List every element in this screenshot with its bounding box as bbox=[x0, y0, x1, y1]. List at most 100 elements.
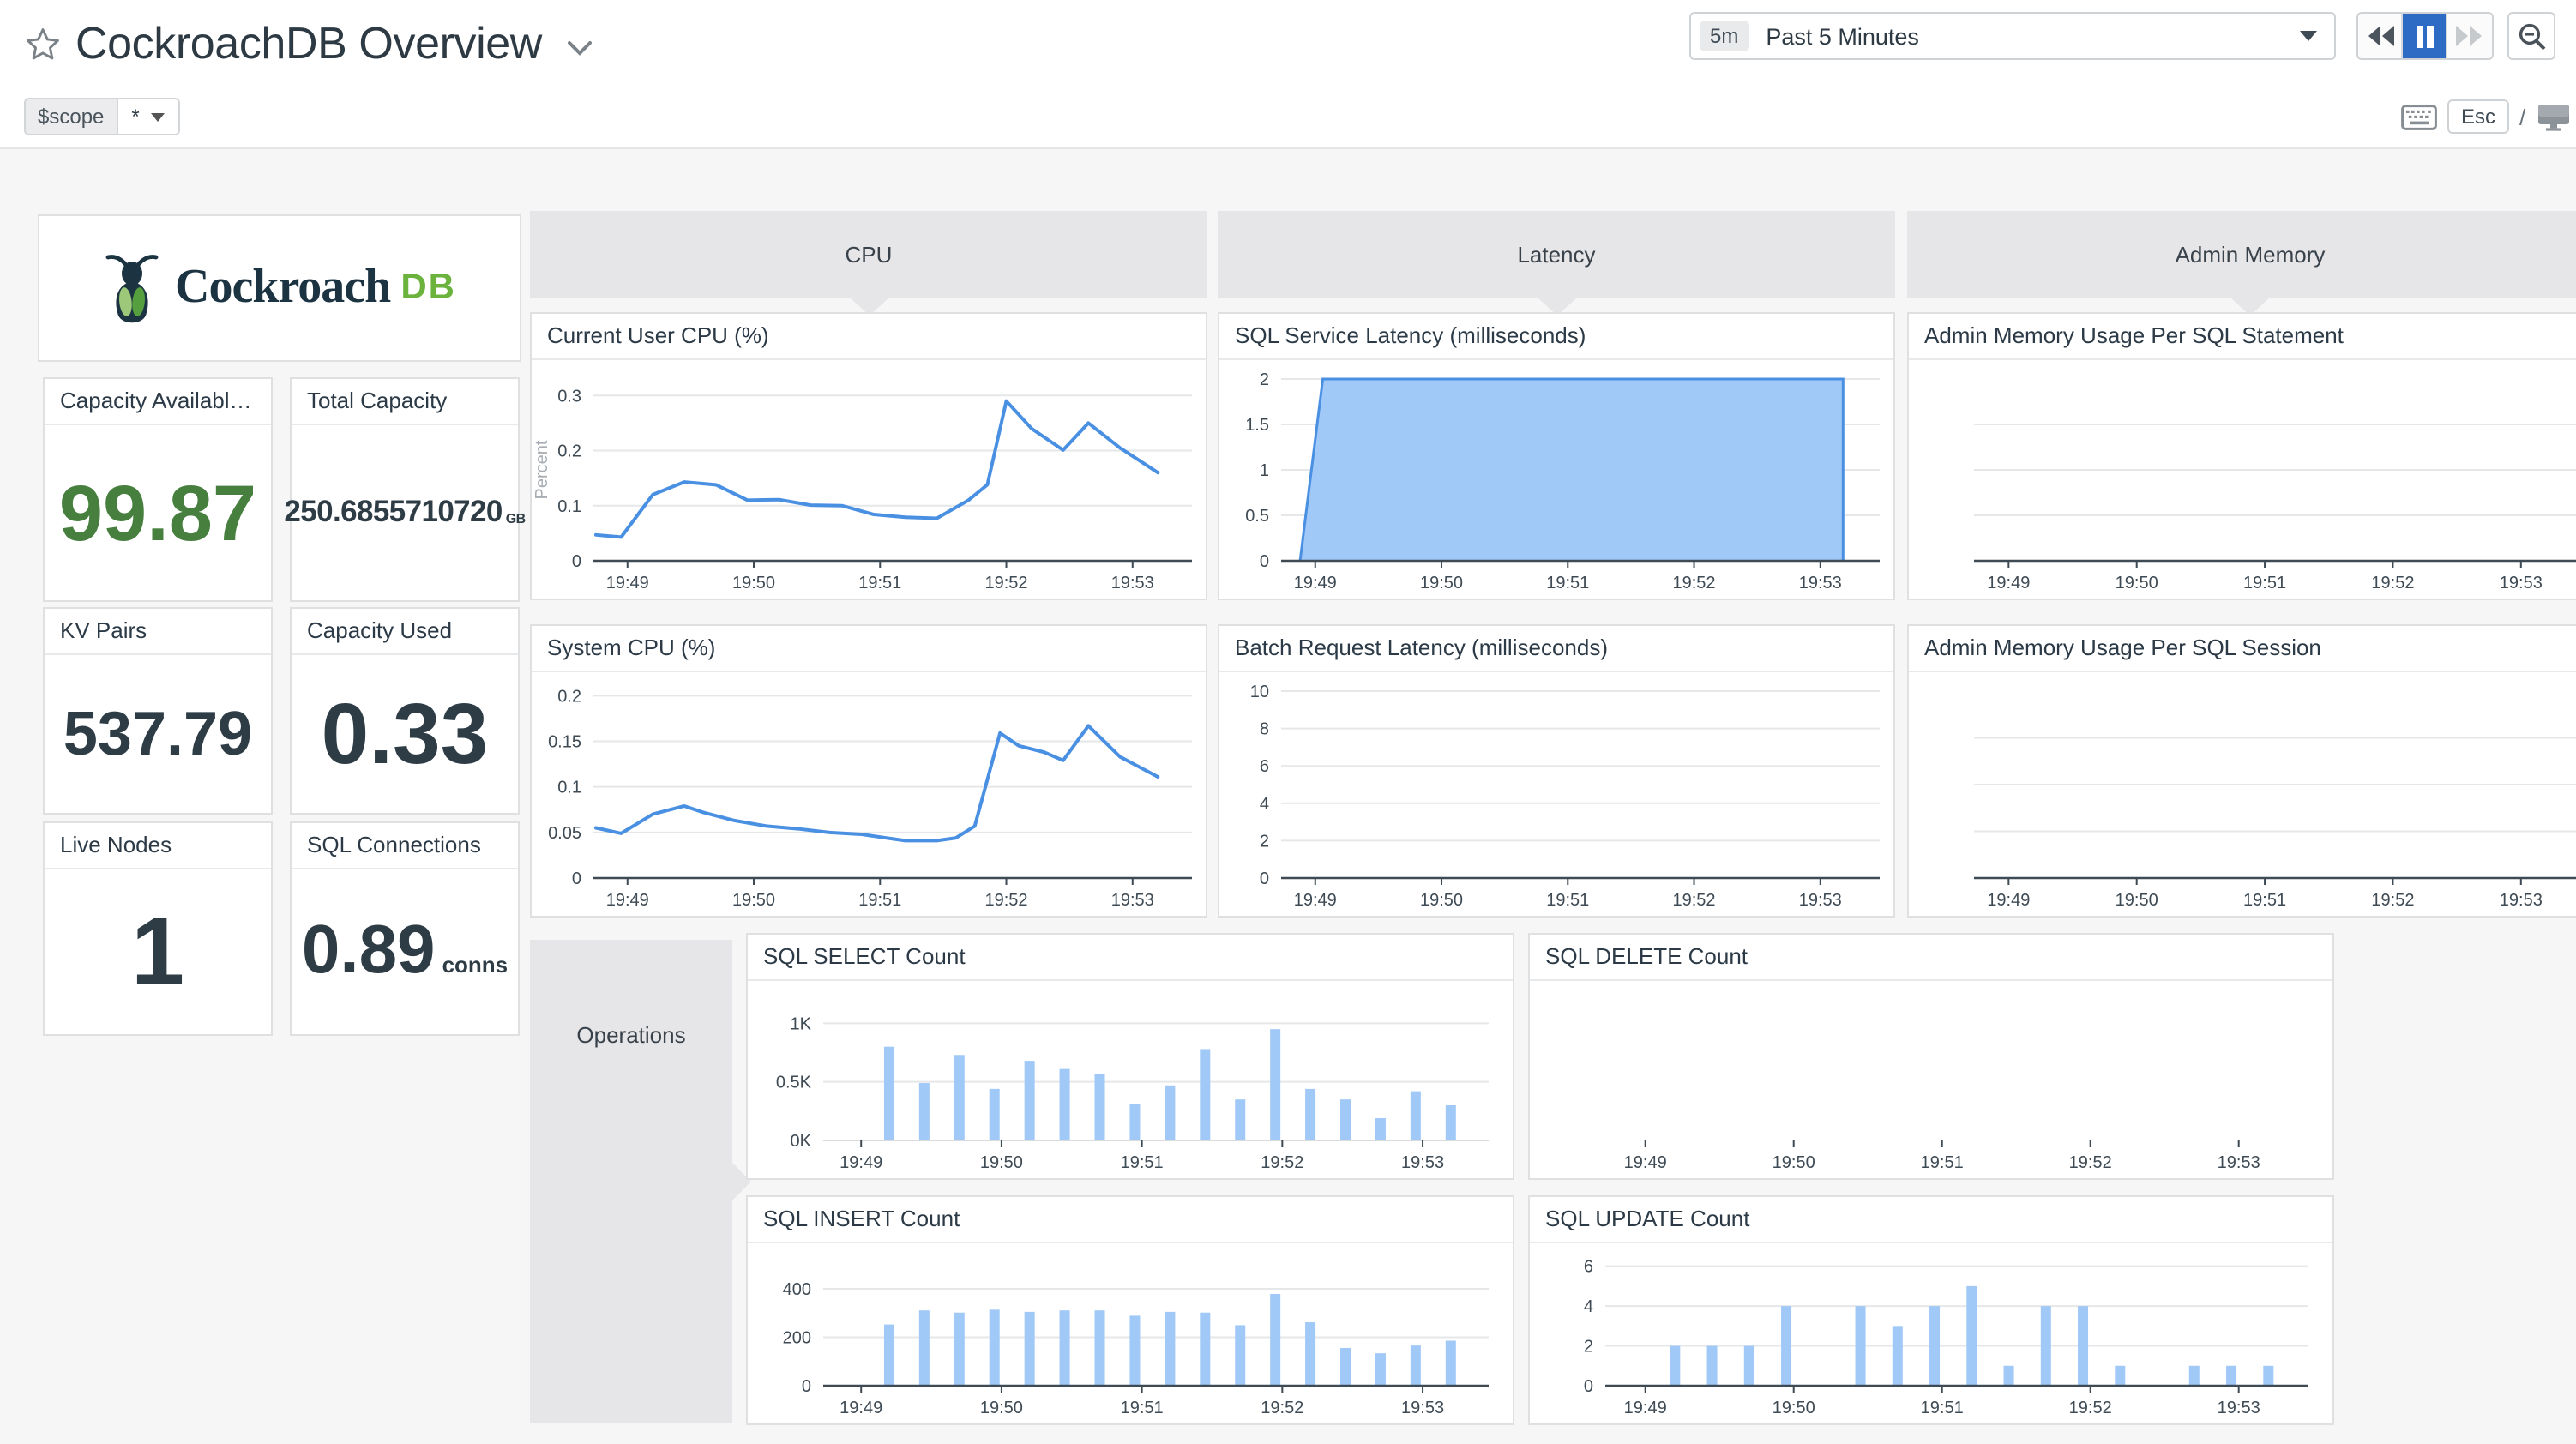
chart-card-current-user-cpu[interactable]: Current User CPU (%) 0 0.1 0.2 0.3 Percent 19… bbox=[530, 312, 1207, 600]
playback-pause-button[interactable] bbox=[2403, 14, 2447, 58]
chart-card-admin-memory-statement[interactable]: Admin Memory Usage Per SQL Statement 19:… bbox=[1907, 312, 2576, 600]
group-label: CPU bbox=[845, 242, 893, 268]
metric-card-kv-pairs[interactable]: KV Pairs 537.79 bbox=[43, 607, 273, 815]
chart-title: Admin Memory Usage Per SQL Session bbox=[1909, 626, 2576, 672]
zoom-out-button[interactable] bbox=[2507, 12, 2555, 60]
svg-text:19:52: 19:52 bbox=[2371, 574, 2414, 593]
time-range-picker[interactable]: 5m Past 5 Minutes bbox=[1689, 12, 2336, 60]
svg-text:19:52: 19:52 bbox=[1673, 574, 1716, 593]
chart-plot-sql-delete-count[interactable]: 19:49 19:50 19:51 19:52 19:53 bbox=[1530, 979, 2332, 1178]
svg-text:19:53: 19:53 bbox=[2500, 574, 2543, 593]
svg-text:10: 10 bbox=[1250, 683, 1269, 701]
favorite-star-icon[interactable] bbox=[24, 25, 62, 63]
chart-title: SQL DELETE Count bbox=[1530, 935, 2332, 981]
metric-title: Live Nodes bbox=[45, 823, 271, 869]
chart-card-system-cpu[interactable]: System CPU (%) 0 0.05 0.1 0.15 0.2 19:49 19:50… bbox=[530, 624, 1207, 918]
group-header-operations[interactable]: Operations bbox=[530, 940, 751, 1423]
scope-label: $scope bbox=[24, 98, 118, 135]
svg-text:0.15: 0.15 bbox=[548, 732, 581, 751]
chart-plot-admin-memory-statement[interactable]: 19:49 19:50 19:51 19:52 19:53 bbox=[1909, 358, 2576, 599]
svg-text:19:50: 19:50 bbox=[980, 1399, 1023, 1417]
metric-value: 0.33 bbox=[321, 685, 489, 781]
svg-text:0.5K: 0.5K bbox=[776, 1074, 812, 1092]
metric-title: Capacity Available... bbox=[45, 379, 271, 425]
chart-plot-sql-insert-count[interactable]: 0 200 400 19:49 19:50 19:51 19:52 19:53 bbox=[748, 1242, 1513, 1423]
svg-text:19:50: 19:50 bbox=[1420, 574, 1463, 593]
chart-card-sql-service-latency[interactable]: SQL Service Latency (milliseconds) 0 0.5 1… bbox=[1218, 312, 1895, 600]
chart-card-batch-request-latency[interactable]: Batch Request Latency (milliseconds) 0 2 4… bbox=[1218, 624, 1895, 918]
group-header-admin-memory[interactable]: Admin Memory bbox=[1907, 211, 2576, 316]
slash-hint: / bbox=[2519, 104, 2526, 129]
playback-forward-button[interactable] bbox=[2447, 14, 2492, 58]
svg-text:0: 0 bbox=[572, 552, 581, 571]
svg-text:19:53: 19:53 bbox=[1799, 891, 1842, 910]
chart-plot-sql-update-count[interactable]: 0 2 4 6 19:49 19:50 19:51 19:52 19:53 bbox=[1530, 1242, 2332, 1423]
template-variable-scope: $scope * bbox=[24, 98, 181, 135]
group-header-latency[interactable]: Latency bbox=[1218, 211, 1895, 316]
svg-text:0: 0 bbox=[1584, 1377, 1593, 1396]
svg-text:0.2: 0.2 bbox=[557, 687, 581, 706]
chart-plot-current-user-cpu[interactable]: 0 0.1 0.2 0.3 Percent 19:49 19:50 19:51 19:52 19:… bbox=[532, 358, 1206, 599]
svg-text:19:52: 19:52 bbox=[1673, 891, 1716, 910]
svg-text:19:53: 19:53 bbox=[2500, 891, 2543, 910]
svg-text:19:49: 19:49 bbox=[1294, 891, 1337, 910]
svg-text:8: 8 bbox=[1260, 720, 1269, 739]
svg-text:19:49: 19:49 bbox=[840, 1153, 882, 1172]
time-range-badge: 5m bbox=[1700, 21, 1749, 51]
svg-text:6: 6 bbox=[1260, 757, 1269, 776]
group-header-cpu[interactable]: CPU bbox=[530, 211, 1207, 316]
chart-card-sql-delete-count[interactable]: SQL DELETE Count 19:49 19:50 19:51 19:52 19:… bbox=[1528, 933, 2334, 1180]
chart-card-admin-memory-session[interactable]: Admin Memory Usage Per SQL Session 19:49… bbox=[1907, 624, 2576, 918]
display-mode-icon[interactable] bbox=[2536, 102, 2570, 131]
svg-text:19:51: 19:51 bbox=[858, 574, 901, 593]
svg-text:19:49: 19:49 bbox=[840, 1399, 882, 1417]
scope-value-select[interactable]: * bbox=[117, 98, 181, 135]
keyboard-icon[interactable] bbox=[2401, 104, 2437, 129]
metric-card-capacity-used[interactable]: Capacity Used 0.33 bbox=[290, 607, 520, 815]
playback-rewind-button[interactable] bbox=[2358, 14, 2403, 58]
svg-text:19:52: 19:52 bbox=[2371, 891, 2414, 910]
magnifier-minus-icon bbox=[2518, 22, 2545, 50]
svg-text:0.1: 0.1 bbox=[557, 497, 581, 516]
top-bar: CockroachDB Overview 5m Past 5 Minutes bbox=[0, 0, 2576, 149]
svg-text:19:53: 19:53 bbox=[2218, 1153, 2260, 1172]
metric-card-live-nodes[interactable]: Live Nodes 1 bbox=[43, 821, 273, 1036]
svg-text:1: 1 bbox=[1260, 461, 1269, 480]
chart-title: System CPU (%) bbox=[532, 626, 1206, 672]
chart-title: Admin Memory Usage Per SQL Statement bbox=[1909, 314, 2576, 360]
svg-text:19:49: 19:49 bbox=[606, 574, 649, 593]
svg-text:200: 200 bbox=[783, 1329, 811, 1348]
svg-text:19:51: 19:51 bbox=[1121, 1399, 1164, 1417]
chart-plot-batch-request-latency[interactable]: 0 2 4 6 8 10 19:49 19:50 19:51 19:52 19:53 bbox=[1219, 671, 1893, 916]
metric-card-sql-connections[interactable]: SQL Connections 0.89 conns bbox=[290, 821, 520, 1036]
chart-plot-sql-select-count[interactable]: 0K 0.5K 1K 19:49 19:50 19:51 19:52 19:53 bbox=[748, 979, 1513, 1178]
esc-button[interactable]: Esc bbox=[2447, 99, 2510, 134]
svg-text:2: 2 bbox=[1260, 832, 1269, 851]
logo-wordmark: Cockroach bbox=[175, 261, 391, 314]
chart-plot-sql-service-latency[interactable]: 0 0.5 1 1.5 2 19:49 19:50 19:51 19:52 19:53 bbox=[1219, 358, 1893, 599]
chart-card-sql-update-count[interactable]: SQL UPDATE Count 0 2 4 6 19:49 19:50 19:51 19:5… bbox=[1528, 1195, 2334, 1425]
chart-card-sql-select-count[interactable]: SQL SELECT Count 0K 0.5K 1K 19:49 19:50 19:51… bbox=[746, 933, 1514, 1180]
svg-text:4: 4 bbox=[1260, 795, 1269, 814]
svg-text:19:50: 19:50 bbox=[1420, 891, 1463, 910]
scope-value-text: * bbox=[131, 105, 140, 129]
chart-plot-system-cpu[interactable]: 0 0.05 0.1 0.15 0.2 19:49 19:50 19:51 19:52 19:53 bbox=[532, 671, 1206, 916]
svg-text:0: 0 bbox=[572, 869, 581, 888]
svg-text:0.1: 0.1 bbox=[557, 779, 581, 797]
svg-text:19:53: 19:53 bbox=[1111, 574, 1154, 593]
svg-text:19:49: 19:49 bbox=[1987, 574, 2030, 593]
svg-text:1.5: 1.5 bbox=[1245, 416, 1269, 435]
logo-db-suffix: DB bbox=[400, 268, 456, 307]
metric-card-total-capacity[interactable]: Total Capacity 250.6855710720 GB bbox=[284, 377, 526, 602]
playback-controls bbox=[2356, 12, 2494, 60]
title-chevron-down-icon[interactable] bbox=[566, 39, 593, 56]
chart-card-sql-insert-count[interactable]: SQL INSERT Count 0 200 400 19:49 19:50 19:51 1… bbox=[746, 1195, 1514, 1425]
svg-text:19:49: 19:49 bbox=[606, 891, 649, 910]
metric-card-capacity-available[interactable]: Capacity Available... 99.87 bbox=[43, 377, 273, 602]
svg-text:0: 0 bbox=[1260, 552, 1269, 571]
chart-plot-admin-memory-session[interactable]: 19:49 19:50 19:51 19:52 19:53 bbox=[1909, 671, 2576, 916]
svg-text:19:50: 19:50 bbox=[732, 891, 775, 910]
metric-value: 99.87 bbox=[58, 467, 257, 557]
svg-text:0K: 0K bbox=[791, 1132, 812, 1151]
metric-title: KV Pairs bbox=[45, 609, 271, 655]
